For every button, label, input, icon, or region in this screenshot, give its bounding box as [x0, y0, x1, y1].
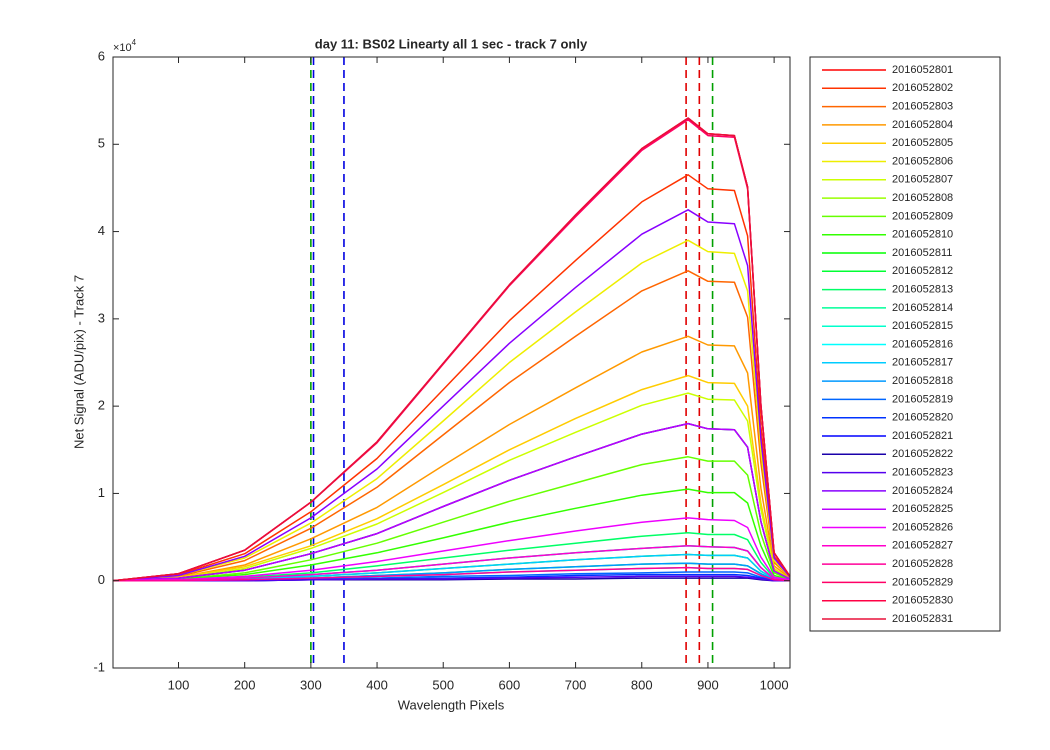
x-axis-label: Wavelength Pixels: [398, 697, 505, 712]
series-line: [112, 174, 791, 582]
series-line: [112, 335, 791, 582]
legend-label: 2016052819: [892, 393, 953, 405]
series-line: [112, 456, 791, 582]
legend-label: 2016052816: [892, 338, 953, 350]
y-tick-label: 5: [98, 136, 105, 151]
series-line: [113, 566, 791, 582]
legend-label: 2016052824: [892, 485, 953, 497]
x-tick-label: 200: [234, 677, 256, 692]
y-tick-label: -1: [93, 659, 105, 674]
legend-label: 2016052825: [892, 503, 953, 515]
y-tick-label: 1: [98, 485, 105, 500]
legend-label: 2016052813: [892, 284, 953, 296]
y-multiplier: ×104: [113, 38, 137, 54]
y-tick-label: 3: [98, 310, 105, 325]
legend-label: 2016052818: [892, 375, 953, 387]
legend-label: 2016052803: [892, 101, 953, 113]
legend-label: 2016052822: [892, 448, 953, 460]
y-tick-label: 6: [98, 48, 105, 63]
legend-label: 2016052801: [892, 64, 953, 76]
series-line: [112, 531, 791, 582]
legend-label: 2016052810: [892, 229, 953, 241]
x-tick-label: 600: [499, 677, 521, 692]
legend-label: 2016052809: [892, 210, 953, 222]
legend-label: 2016052817: [892, 357, 953, 369]
series-line: [112, 488, 791, 582]
legend-label: 2016052829: [892, 576, 953, 588]
series-line: [112, 270, 791, 582]
x-tick-label: 500: [432, 677, 454, 692]
series-line: [112, 239, 791, 582]
series-line: [113, 553, 791, 582]
series-line: [112, 117, 791, 582]
y-axis-label: Net Signal (ADU/pix) - Track 7: [71, 275, 86, 449]
legend-label: 2016052812: [892, 265, 953, 277]
legend-label: 2016052811: [892, 247, 952, 259]
y-tick-label: 2: [98, 398, 105, 413]
legend: 2016052801 2016052802 2016052803 2016052804…: [809, 56, 1001, 632]
x-tick-label: 900: [697, 677, 719, 692]
legend-label: 2016052823: [892, 467, 953, 479]
x-tick-label: 1000: [760, 677, 789, 692]
legend-label: 2016052806: [892, 155, 953, 167]
series-line: [113, 575, 790, 582]
multiplier-base: ×10: [113, 42, 132, 54]
x-tick-label: 300: [300, 677, 322, 692]
legend-label: 2016052827: [892, 540, 953, 552]
series-line: [112, 392, 791, 582]
x-tick-label: 700: [565, 677, 587, 692]
axes-box: [112, 56, 791, 669]
legend-label: 2016052814: [892, 302, 953, 314]
series-line: [112, 517, 791, 582]
plot-area: [112, 57, 791, 668]
y-tick-label: 4: [98, 223, 105, 238]
legend-label: 2016052815: [892, 320, 953, 332]
multiplier-exponent: 4: [132, 38, 137, 47]
legend-label: 2016052808: [892, 192, 953, 204]
x-tick-label: 400: [366, 677, 388, 692]
y-tick-label: 0: [98, 572, 105, 587]
series-line: [112, 545, 791, 582]
legend-label: 2016052828: [892, 558, 953, 570]
series-line: [112, 374, 791, 582]
legend-label: 2016052802: [892, 82, 953, 94]
chart-title: day 11: BS02 Linearty all 1 sec - track …: [315, 36, 588, 51]
legend-label: 2016052820: [892, 412, 953, 424]
legend-label: 2016052821: [892, 430, 953, 442]
legend-label: 2016052831: [892, 613, 953, 625]
series-line: [112, 422, 791, 582]
legend-label: 2016052830: [892, 595, 953, 607]
x-tick-label: 100: [168, 677, 190, 692]
legend-label: 2016052804: [892, 119, 953, 131]
legend-label: 2016052807: [892, 174, 953, 186]
legend-label: 2016052805: [892, 137, 953, 149]
x-tick-label: 800: [631, 677, 653, 692]
legend-label: 2016052826: [892, 521, 953, 533]
series-line: [112, 209, 791, 582]
